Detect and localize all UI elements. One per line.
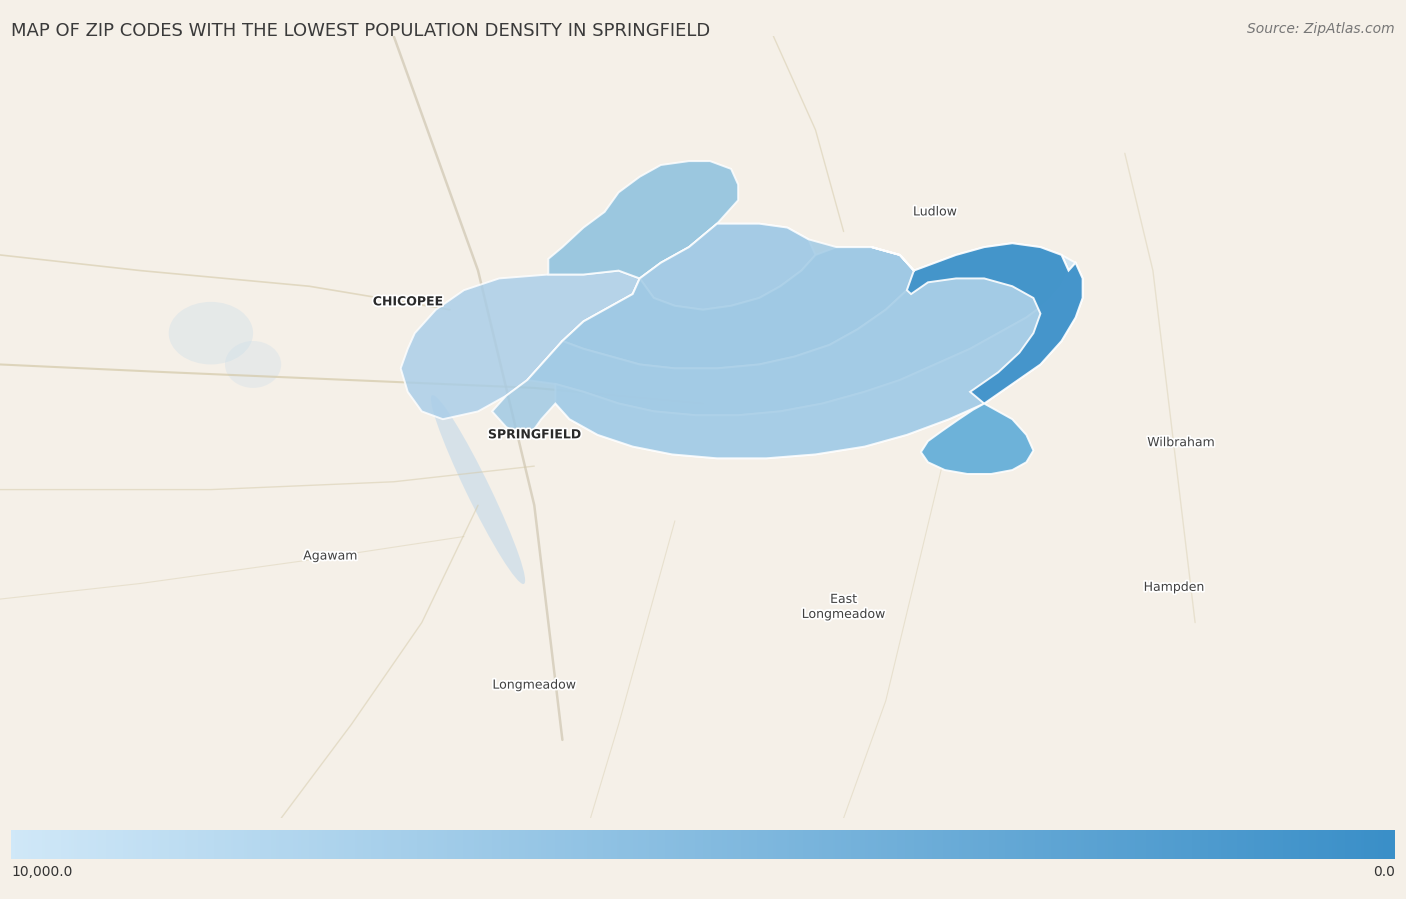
Polygon shape [527, 244, 1069, 415]
Text: Wilbraham: Wilbraham [1147, 436, 1215, 450]
Polygon shape [872, 244, 1083, 404]
Text: Hampden: Hampden [1143, 581, 1205, 594]
Ellipse shape [169, 302, 253, 364]
Ellipse shape [225, 341, 281, 388]
Text: MAP OF ZIP CODES WITH THE LOWEST POPULATION DENSITY IN SPRINGFIELD: MAP OF ZIP CODES WITH THE LOWEST POPULAT… [11, 22, 710, 40]
Text: Agawam: Agawam [304, 549, 357, 563]
Polygon shape [562, 247, 914, 369]
Polygon shape [548, 161, 738, 279]
Polygon shape [401, 271, 640, 419]
Text: CHICOPEE: CHICOPEE [373, 296, 443, 308]
Polygon shape [555, 255, 1083, 458]
Text: Source: ZipAtlas.com: Source: ZipAtlas.com [1247, 22, 1395, 37]
Text: 10,000.0: 10,000.0 [11, 865, 73, 879]
Text: SPRINGFIELD: SPRINGFIELD [488, 428, 581, 441]
Text: Ludlow: Ludlow [912, 206, 957, 218]
Text: 0.0: 0.0 [1372, 865, 1395, 879]
Text: Longmeadow: Longmeadow [492, 679, 576, 691]
Ellipse shape [432, 396, 524, 584]
Polygon shape [640, 224, 815, 309]
Polygon shape [921, 404, 1033, 474]
Polygon shape [492, 224, 1083, 458]
Text: East
Longmeadow: East Longmeadow [801, 593, 886, 621]
